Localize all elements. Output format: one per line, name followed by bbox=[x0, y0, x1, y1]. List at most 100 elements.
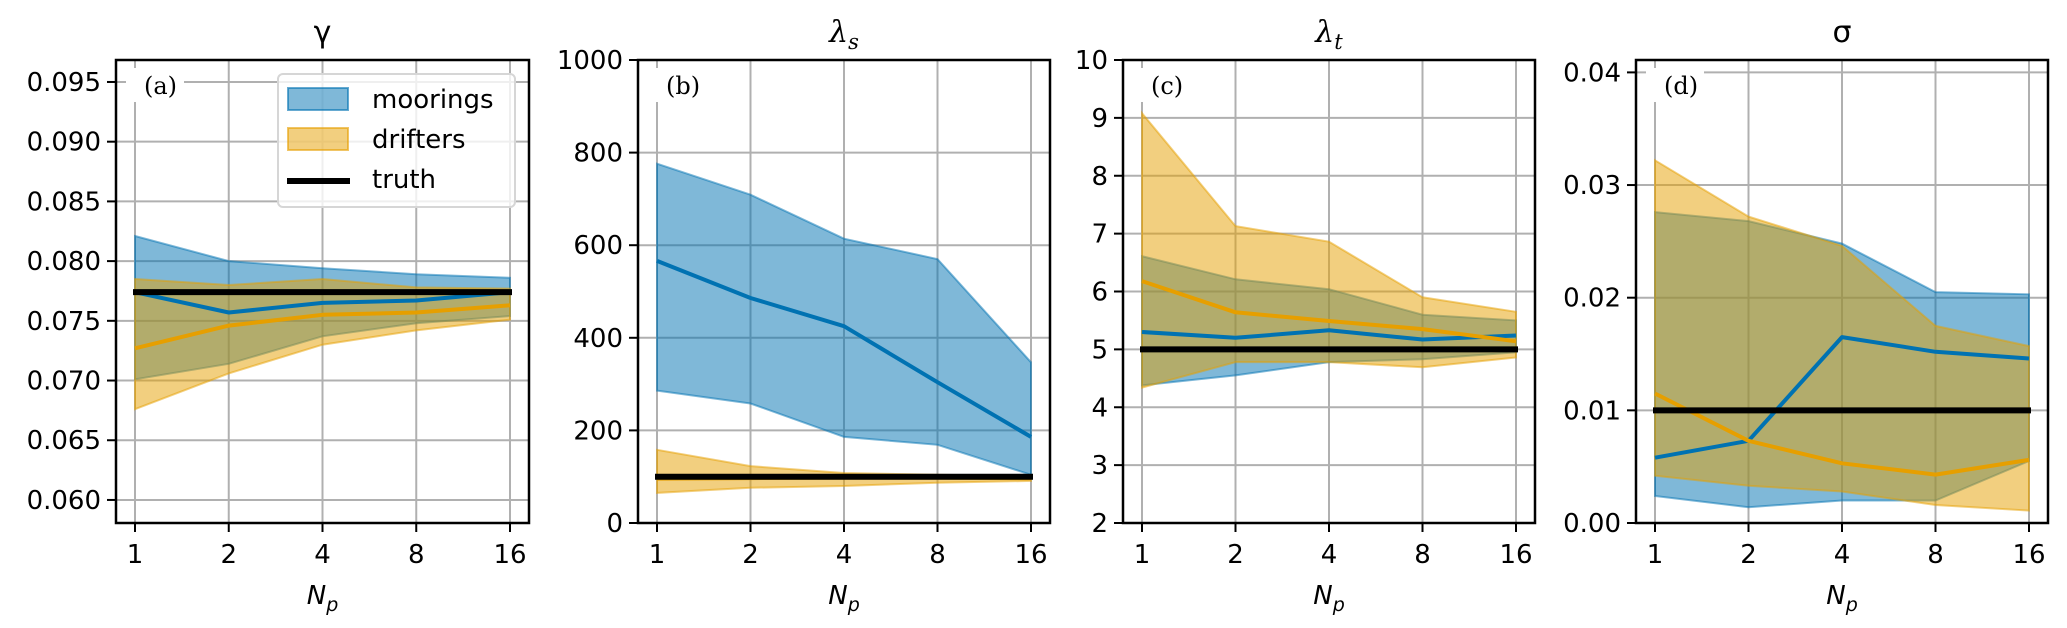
x-tick-label: 2 bbox=[742, 540, 759, 570]
x-tick-label: 16 bbox=[1014, 540, 1047, 570]
legend-label-truth: truth bbox=[372, 165, 436, 195]
panel-title-main: σ bbox=[1832, 15, 1851, 50]
x-tick-label: 16 bbox=[493, 540, 526, 570]
x-tick-label: 4 bbox=[1321, 540, 1338, 570]
x-axis-label-main: N bbox=[828, 581, 847, 611]
y-axis: 0 200 400 600 800 1000 bbox=[557, 46, 638, 539]
x-axis-label-main: N bbox=[307, 581, 326, 611]
legend: moorings drifters truth bbox=[277, 73, 516, 208]
x-tick-label: 1 bbox=[127, 540, 144, 570]
x-axis-label-sub: p bbox=[325, 594, 338, 616]
x-axis: 1 2 4 8 16 bbox=[1134, 523, 1533, 570]
x-axis-label-sub: p bbox=[1845, 594, 1858, 616]
y-tick-label: 400 bbox=[573, 324, 623, 354]
panel-title-sub: s bbox=[848, 30, 859, 54]
plot-area bbox=[133, 234, 512, 411]
drifters-band bbox=[656, 448, 1032, 494]
y-tick-label: 1000 bbox=[557, 46, 623, 76]
x-axis-label: Np bbox=[1826, 581, 1858, 616]
panel-label-box: (a) bbox=[126, 68, 184, 102]
y-tick-label: 0.00 bbox=[1563, 509, 1621, 539]
panel-title-main: γ bbox=[314, 15, 332, 50]
y-tick-label: 0.075 bbox=[27, 307, 101, 337]
y-tick-label: 6 bbox=[1091, 278, 1108, 308]
x-axis-label-main: N bbox=[1313, 581, 1332, 611]
panel-label: (a) bbox=[144, 72, 177, 100]
y-tick-label: 3 bbox=[1091, 451, 1108, 481]
x-axis-label: Np bbox=[1313, 581, 1345, 616]
plot-area bbox=[655, 162, 1033, 494]
x-tick-label: 8 bbox=[929, 540, 946, 570]
y-tick-label: 0.060 bbox=[27, 486, 101, 516]
y-tick-label: 0.070 bbox=[27, 367, 101, 397]
y-axis: 0.00 0.01 0.02 0.03 0.04 bbox=[1563, 58, 1636, 539]
panel-label-box: (d) bbox=[1646, 68, 1704, 102]
y-tick-label: 2 bbox=[1091, 509, 1108, 539]
panel-title: σ bbox=[1832, 15, 1851, 50]
y-tick-label: 200 bbox=[573, 416, 623, 446]
panel-label: (c) bbox=[1151, 72, 1183, 100]
panel-label: (d) bbox=[1664, 72, 1698, 100]
x-tick-label: 4 bbox=[836, 540, 853, 570]
x-axis: 1 2 4 8 16 bbox=[127, 523, 527, 570]
x-axis: 1 2 4 8 16 bbox=[649, 523, 1048, 570]
panel-title-main: λ bbox=[1314, 15, 1334, 50]
y-tick-label: 600 bbox=[573, 231, 623, 261]
x-axis-label: Np bbox=[828, 581, 860, 616]
y-tick-label: 0.090 bbox=[27, 128, 101, 158]
y-tick-label: 7 bbox=[1091, 220, 1108, 250]
y-tick-label: 10 bbox=[1075, 46, 1108, 76]
x-tick-label: 1 bbox=[1647, 540, 1664, 570]
panel-title-main: λ bbox=[828, 15, 848, 50]
x-tick-label: 8 bbox=[408, 540, 425, 570]
y-tick-label: 0.095 bbox=[27, 68, 101, 98]
x-tick-label: 16 bbox=[1499, 540, 1532, 570]
x-tick-label: 2 bbox=[220, 540, 237, 570]
legend-label-drifters: drifters bbox=[372, 125, 466, 155]
y-tick-label: 0.085 bbox=[27, 187, 101, 217]
x-tick-label: 4 bbox=[1834, 540, 1851, 570]
x-axis-label-main: N bbox=[1826, 581, 1845, 611]
y-tick-label: 0 bbox=[606, 509, 623, 539]
panel-label: (b) bbox=[666, 72, 700, 100]
panel-title: λt bbox=[1314, 15, 1343, 54]
panel-label-box: (c) bbox=[1133, 68, 1191, 102]
x-tick-label: 1 bbox=[649, 540, 666, 570]
x-tick-label: 2 bbox=[1227, 540, 1244, 570]
plot-area bbox=[1653, 158, 2031, 512]
x-tick-label: 2 bbox=[1740, 540, 1757, 570]
y-tick-label: 4 bbox=[1091, 393, 1108, 423]
y-tick-label: 0.01 bbox=[1563, 396, 1621, 426]
x-axis-label-sub: p bbox=[1332, 594, 1345, 616]
y-tick-label: 9 bbox=[1091, 104, 1108, 134]
panel-a: 0.060 0.065 0.070 0.075 0.080 0.085 0.090 0.095… bbox=[27, 15, 531, 616]
panel-title: λs bbox=[828, 15, 859, 54]
panel-label-box: (b) bbox=[648, 68, 706, 102]
drifters-band bbox=[1141, 110, 1517, 389]
y-tick-label: 0.080 bbox=[27, 247, 101, 277]
x-tick-label: 4 bbox=[314, 540, 331, 570]
y-tick-label: 8 bbox=[1091, 162, 1108, 192]
x-tick-label: 16 bbox=[2012, 540, 2045, 570]
x-axis-label: Np bbox=[307, 581, 339, 616]
legend-swatch-drifters bbox=[287, 127, 349, 151]
y-tick-label: 0.065 bbox=[27, 426, 101, 456]
x-tick-label: 1 bbox=[1134, 540, 1151, 570]
y-tick-label: 5 bbox=[1091, 335, 1108, 365]
y-tick-label: 0.02 bbox=[1563, 284, 1621, 314]
legend-swatch-moorings bbox=[287, 87, 349, 111]
y-tick-label: 0.04 bbox=[1563, 58, 1621, 88]
panel-title-sub: t bbox=[1334, 30, 1343, 54]
y-axis: 2 3 4 5 6 7 8 9 10 bbox=[1075, 46, 1123, 539]
panel-d: 0.00 0.01 0.02 0.03 0.04 1 2 4 8 16 Np σ (d) bbox=[1563, 15, 2050, 616]
y-tick-label: 0.03 bbox=[1563, 171, 1621, 201]
x-axis-label-sub: p bbox=[847, 594, 860, 616]
plot-area bbox=[1140, 110, 1518, 389]
legend-label-moorings: moorings bbox=[372, 85, 494, 115]
y-tick-label: 800 bbox=[573, 139, 623, 169]
panel-b: 0 200 400 600 800 1000 1 2 4 8 16 Np λs (b) bbox=[557, 15, 1052, 616]
x-tick-label: 8 bbox=[1414, 540, 1431, 570]
x-axis: 1 2 4 8 16 bbox=[1647, 523, 2046, 570]
